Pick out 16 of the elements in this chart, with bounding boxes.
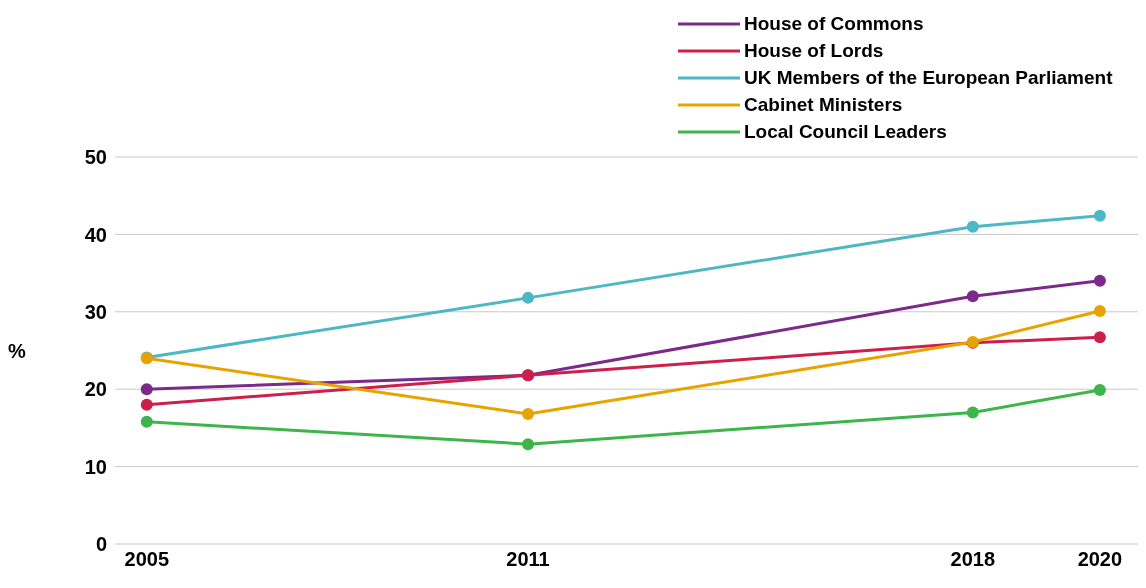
y-tick-label: 20 [84,378,107,401]
legend-label: Local Council Leaders [744,120,947,143]
y-tick-label: 50 [84,146,107,169]
legend-label: House of Commons [744,12,924,35]
legend-label: UK Members of the European Parliament [744,66,1113,89]
legend-label: Cabinet Ministers [744,93,903,116]
y-axis-title: % [8,339,26,362]
y-tick-label: 0 [95,533,107,556]
x-tick-label: 2018 [950,548,996,571]
legend-label: House of Lords [744,39,884,62]
x-tick-label: 2020 [1077,548,1123,571]
x-tick-label: 2011 [506,548,550,571]
y-tick-label: 10 [84,455,107,478]
x-tick-label: 2005 [124,548,170,571]
y-tick-label: 40 [84,223,107,246]
y-tick-label: 30 [84,300,107,323]
